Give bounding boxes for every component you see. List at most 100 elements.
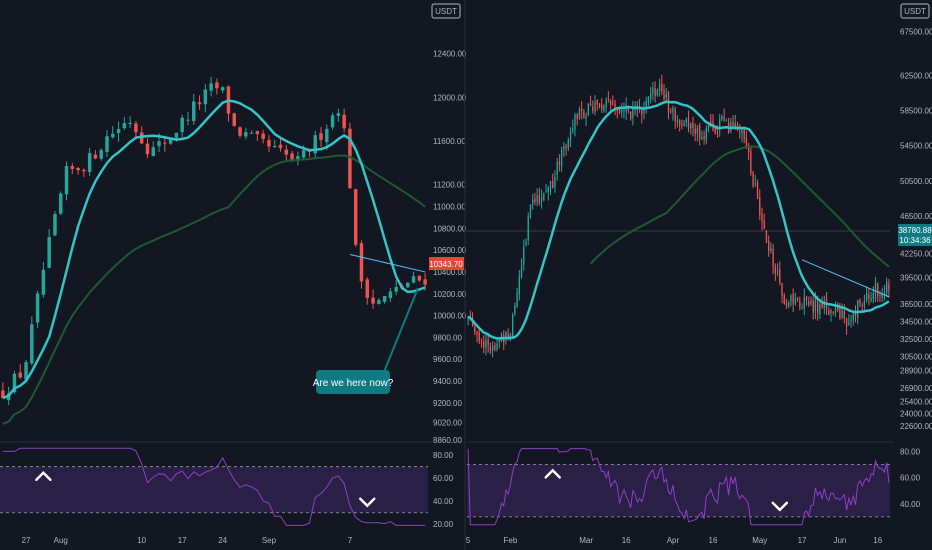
candle-body bbox=[163, 142, 167, 144]
candle-body bbox=[514, 304, 516, 315]
candle-body bbox=[471, 320, 474, 326]
time-tick-label: 24 bbox=[218, 536, 227, 545]
candle-body bbox=[494, 345, 496, 350]
candle-body bbox=[382, 295, 387, 302]
candle-body bbox=[18, 372, 22, 378]
candle-body bbox=[698, 125, 701, 139]
candle-body bbox=[1, 390, 5, 399]
rsi-down-arrow-icon bbox=[771, 501, 789, 512]
candle-body bbox=[681, 123, 683, 125]
callout-pointer bbox=[383, 287, 419, 373]
candle-body bbox=[861, 304, 863, 306]
left-trendline[interactable] bbox=[349, 253, 426, 273]
candle-body bbox=[629, 111, 632, 120]
candle-body bbox=[215, 82, 219, 89]
price-tick-label: 34500.00 bbox=[900, 317, 932, 326]
candle-body bbox=[353, 189, 358, 245]
candle-body bbox=[580, 108, 583, 112]
rsi-tick-label: 80.00 bbox=[900, 447, 921, 456]
candle-body bbox=[478, 332, 480, 342]
right-trendline[interactable] bbox=[801, 259, 890, 298]
time-tick-label: Aug bbox=[54, 536, 68, 545]
candle-body bbox=[703, 136, 705, 139]
candle-body bbox=[572, 128, 574, 131]
time-tick-label: Jun bbox=[833, 536, 846, 545]
candle-body bbox=[518, 276, 520, 295]
left-candles bbox=[1, 76, 427, 406]
candle-body bbox=[365, 279, 370, 298]
right-rsi-panel bbox=[467, 441, 894, 526]
candle-body bbox=[874, 283, 877, 294]
candle-body bbox=[313, 135, 317, 154]
candle-body bbox=[678, 119, 681, 126]
candle-body bbox=[70, 166, 75, 169]
candle-body bbox=[885, 281, 888, 293]
candle-body bbox=[596, 99, 598, 104]
price-tick-label: 36500.00 bbox=[900, 300, 932, 309]
candle-body bbox=[672, 107, 674, 113]
candle-body bbox=[567, 139, 569, 148]
candle-body bbox=[634, 107, 636, 111]
rsi-tick-label: 20.00 bbox=[433, 520, 454, 529]
candle-body bbox=[741, 129, 743, 134]
left-unit-badge: USDT bbox=[431, 3, 461, 19]
candle-body bbox=[483, 341, 485, 348]
candle-body bbox=[710, 121, 712, 124]
candle-body bbox=[676, 120, 679, 123]
candle-body bbox=[756, 182, 759, 199]
candle-body bbox=[238, 127, 242, 136]
candle-body bbox=[732, 121, 734, 129]
candle-body bbox=[496, 343, 498, 350]
time-tick-label: 16 bbox=[873, 536, 882, 545]
candle-body bbox=[872, 292, 874, 299]
candle-body bbox=[480, 342, 483, 344]
candle-body bbox=[632, 108, 634, 118]
candle-body bbox=[76, 168, 80, 171]
candle-body bbox=[745, 137, 748, 147]
annotation-label[interactable]: Are we here now? bbox=[313, 370, 394, 394]
price-tick-label: 26900.00 bbox=[900, 384, 932, 393]
right-unit-text: USDT bbox=[904, 7, 926, 16]
candle-body bbox=[325, 128, 329, 143]
candle-body bbox=[752, 172, 754, 186]
candle-body bbox=[330, 115, 335, 128]
candle-body bbox=[232, 113, 236, 126]
candle-body bbox=[690, 123, 692, 129]
candle-body bbox=[30, 324, 34, 364]
candle-body bbox=[589, 104, 592, 107]
price-tick-label: 10400.00 bbox=[433, 268, 467, 277]
candle-body bbox=[739, 132, 741, 134]
candle-body bbox=[536, 195, 538, 202]
candle-body bbox=[792, 294, 794, 304]
time-tick-label: 17 bbox=[178, 536, 187, 545]
time-tick-label: 16 bbox=[622, 536, 631, 545]
candle-body bbox=[857, 300, 859, 318]
rsi-tick-label: 40.00 bbox=[433, 497, 454, 506]
candle-body bbox=[734, 123, 736, 129]
left-price-tag: 10343.70 bbox=[429, 257, 464, 270]
candle-body bbox=[105, 136, 109, 152]
candle-body bbox=[665, 94, 667, 98]
time-tick-label: 16 bbox=[709, 536, 718, 545]
candle-body bbox=[511, 315, 514, 337]
candle-body bbox=[585, 115, 587, 118]
candle-body bbox=[821, 303, 823, 308]
candle-body bbox=[122, 123, 127, 129]
candle-body bbox=[538, 194, 541, 204]
candle-body bbox=[819, 304, 821, 315]
candle-body bbox=[587, 103, 590, 115]
candle-body bbox=[834, 308, 837, 313]
price-tick-label: 9800.00 bbox=[433, 333, 462, 342]
candle-body bbox=[879, 294, 881, 296]
candle-body bbox=[272, 146, 277, 148]
candle-body bbox=[290, 153, 294, 160]
rsi-tick-label: 80.00 bbox=[433, 451, 454, 460]
candle-body bbox=[812, 300, 814, 313]
left-ma-fast-line bbox=[2, 99, 426, 400]
right-countdown-text: 10:34:36 bbox=[899, 236, 931, 245]
candle-body bbox=[220, 87, 225, 91]
candle-body bbox=[598, 103, 601, 107]
candle-body bbox=[654, 88, 656, 96]
